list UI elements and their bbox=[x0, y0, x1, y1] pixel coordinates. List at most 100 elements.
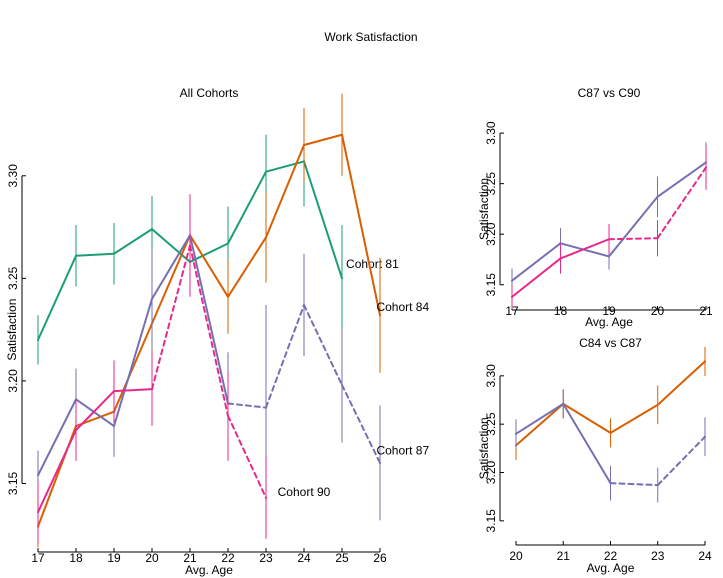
x-tick-label: 19 bbox=[602, 304, 616, 318]
data-point-cohort-90 bbox=[705, 166, 707, 169]
series-line-cohort-84 bbox=[189, 234, 229, 298]
series-line-cohort-87 bbox=[341, 384, 381, 464]
series-line-cohort-87 bbox=[656, 161, 707, 198]
series-line-cohort-87 bbox=[609, 482, 659, 487]
data-point-cohort-87 bbox=[303, 304, 305, 307]
data-point-cohort-84 bbox=[704, 360, 706, 363]
series-line-cohort-87 bbox=[511, 242, 562, 282]
series-line-cohort-84 bbox=[609, 403, 659, 434]
series-line-cohort-90 bbox=[227, 414, 267, 499]
x-tick-label: 21 bbox=[699, 304, 713, 318]
data-point-cohort-87 bbox=[704, 435, 706, 438]
panel-c84-vs-c87: C84 vs C87 20 21 22 23 24 Avg. Age 3.15 3.20 3.25… bbox=[477, 336, 712, 575]
y-tick-label: 3.20 bbox=[6, 369, 20, 393]
series-label-cohort-90: Cohort 90 bbox=[278, 485, 331, 499]
series-line-cohort-90 bbox=[511, 257, 562, 298]
x-tick-label: 23 bbox=[651, 549, 665, 563]
series-line-cohort-81 bbox=[37, 254, 77, 341]
x-tick-label: 24 bbox=[297, 551, 311, 565]
series-line-cohort-84 bbox=[227, 236, 267, 298]
data-point-cohort-84 bbox=[379, 314, 381, 317]
y-tick-label: 3.25 bbox=[6, 266, 20, 290]
series-line-cohort-87 bbox=[656, 435, 706, 487]
x-axis-label: Avg. Age bbox=[585, 315, 633, 329]
series-line-cohort-84 bbox=[265, 144, 305, 239]
panel-title: All Cohorts bbox=[180, 86, 239, 100]
y-tick-label: 3.20 bbox=[484, 460, 498, 484]
data-point-cohort-90 bbox=[227, 414, 229, 417]
data-point-cohort-87 bbox=[379, 461, 381, 464]
x-tick-label: 18 bbox=[69, 551, 83, 565]
y-tick-label: 3.25 bbox=[484, 412, 498, 436]
figure-title: Work Satisfaction bbox=[324, 30, 417, 44]
data-point-cohort-90 bbox=[608, 238, 610, 241]
series-line-cohort-87 bbox=[113, 297, 153, 428]
y-tick-label: 3.15 bbox=[484, 273, 498, 297]
data-point-cohort-81 bbox=[75, 254, 77, 257]
data-point-cohort-87 bbox=[609, 482, 612, 485]
x-tick-label: 21 bbox=[557, 549, 571, 563]
series-line-cohort-81 bbox=[265, 160, 305, 173]
series-line-cohort-90 bbox=[37, 429, 77, 514]
data-point-cohort-87 bbox=[608, 255, 610, 258]
data-point-cohort-84 bbox=[303, 144, 305, 147]
x-axis-label: Avg. Age bbox=[185, 563, 233, 577]
series-line-cohort-81 bbox=[227, 170, 267, 245]
x-tick-label: 17 bbox=[31, 551, 45, 565]
y-axis-label: Satisfaction bbox=[5, 299, 19, 361]
series-line-cohort-90 bbox=[608, 237, 659, 241]
x-tick-label: 26 bbox=[373, 551, 387, 565]
y-axis-label: Satisfaction bbox=[477, 417, 491, 479]
panel-title: C84 vs C87 bbox=[579, 336, 642, 350]
y-tick-label: 3.15 bbox=[6, 471, 20, 495]
panel-c87-vs-c90: C87 vs C90 17 18 19 20 21 Avg. Age 3.15 3.20 3.25… bbox=[477, 86, 713, 329]
series-line-cohort-87 bbox=[189, 234, 229, 405]
series-line-cohort-87 bbox=[515, 402, 565, 435]
series-label-cohort-87: Cohort 87 bbox=[376, 444, 429, 458]
x-tick-label: 21 bbox=[183, 551, 197, 565]
x-tick-label: 22 bbox=[221, 551, 235, 565]
x-tick-label: 22 bbox=[604, 549, 618, 563]
series-line-cohort-84 bbox=[113, 322, 153, 413]
series-line-cohort-84 bbox=[515, 402, 565, 447]
data-point-cohort-84 bbox=[656, 403, 659, 406]
data-point-cohort-81 bbox=[265, 170, 267, 173]
data-point-cohort-90 bbox=[151, 388, 153, 391]
x-tick-label: 24 bbox=[698, 549, 712, 563]
data-point-cohort-90 bbox=[113, 390, 115, 393]
data-point-cohort-87 bbox=[113, 425, 115, 428]
x-tick-label: 19 bbox=[107, 551, 121, 565]
series-line-cohort-84 bbox=[656, 360, 706, 406]
y-tick-label: 3.30 bbox=[484, 364, 498, 388]
x-tick-label: 23 bbox=[259, 551, 273, 565]
series-line-cohort-87 bbox=[37, 398, 77, 477]
data-point-cohort-87 bbox=[37, 474, 39, 477]
series-line-cohort-90 bbox=[151, 244, 191, 391]
panel-all-cohorts: All Cohorts 17 18 19 20 21 22 23 24 25 26 Avg. Age 3… bbox=[5, 86, 429, 577]
data-point-cohort-90 bbox=[189, 244, 191, 247]
data-point-cohort-87 bbox=[656, 484, 659, 487]
x-tick-label: 20 bbox=[509, 549, 523, 563]
series-line-cohort-84 bbox=[151, 234, 191, 325]
data-point-cohort-87 bbox=[562, 402, 565, 405]
x-tick-label: 25 bbox=[335, 551, 349, 565]
data-point-cohort-87 bbox=[656, 195, 659, 198]
data-point-cohort-84 bbox=[265, 236, 267, 239]
data-point-cohort-84 bbox=[609, 431, 612, 434]
data-point-cohort-90 bbox=[656, 237, 659, 240]
y-tick-label: 3.15 bbox=[484, 509, 498, 533]
y-tick-label: 3.25 bbox=[484, 172, 498, 196]
y-tick-label: 3.30 bbox=[6, 164, 20, 188]
series-line-cohort-87 bbox=[75, 398, 115, 428]
data-point-cohort-90 bbox=[559, 257, 562, 260]
data-point-cohort-81 bbox=[113, 252, 115, 255]
series-line-cohort-90 bbox=[113, 388, 153, 393]
data-point-cohort-81 bbox=[341, 277, 343, 280]
data-point-cohort-81 bbox=[151, 228, 153, 231]
series-line-cohort-81 bbox=[151, 228, 191, 263]
series-line-cohort-87 bbox=[265, 304, 305, 409]
series-line-cohort-84 bbox=[341, 133, 381, 317]
data-point-cohort-87 bbox=[341, 384, 343, 387]
series-label-cohort-84: Cohort 84 bbox=[376, 300, 429, 314]
series-line-cohort-87 bbox=[562, 402, 612, 485]
